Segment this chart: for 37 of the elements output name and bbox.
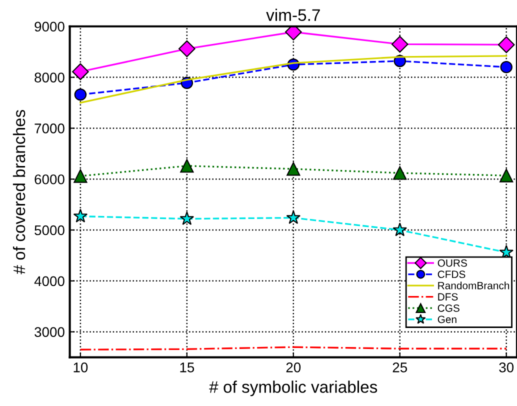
point — [178, 40, 196, 58]
legend-label: CGS — [438, 304, 460, 312]
point — [180, 159, 194, 173]
point — [500, 168, 514, 182]
point — [286, 162, 300, 176]
point — [393, 166, 407, 180]
point — [284, 26, 302, 40]
legend-label: DFS — [438, 293, 458, 301]
y-tick-label: 5000 — [34, 225, 64, 236]
y-tick-label: 7000 — [34, 124, 64, 134]
chart-title: vim-5.7 — [266, 8, 320, 21]
x-tick-label: 30 — [499, 362, 514, 372]
point — [391, 36, 408, 53]
legend-label: OURS — [438, 259, 467, 267]
x-tick-label: 20 — [286, 362, 301, 372]
point — [180, 211, 194, 225]
point — [73, 208, 88, 222]
point — [74, 88, 87, 101]
x-tick-label: 15 — [180, 362, 194, 372]
point — [500, 61, 512, 74]
point — [498, 36, 515, 54]
point — [392, 222, 408, 236]
y-axis-title: # of covered branches — [12, 110, 26, 274]
point — [286, 210, 301, 224]
point — [74, 169, 88, 183]
legend-label: CFDS — [438, 270, 466, 278]
x-tick-label: 10 — [74, 362, 88, 372]
y-tick-label: 9000 — [34, 22, 64, 32]
y-tick-label: 4000 — [34, 276, 64, 286]
legend-label: RandomBranch — [438, 282, 510, 290]
legend-label: Gen — [438, 316, 456, 324]
x-axis-title: # of symbolic variables — [209, 380, 378, 396]
y-tick-label: 3000 — [34, 327, 64, 337]
x-tick-label: 25 — [392, 362, 408, 372]
y-tick-label: 6000 — [34, 174, 64, 184]
point — [72, 63, 89, 80]
y-tick-label: 8000 — [34, 72, 64, 82]
